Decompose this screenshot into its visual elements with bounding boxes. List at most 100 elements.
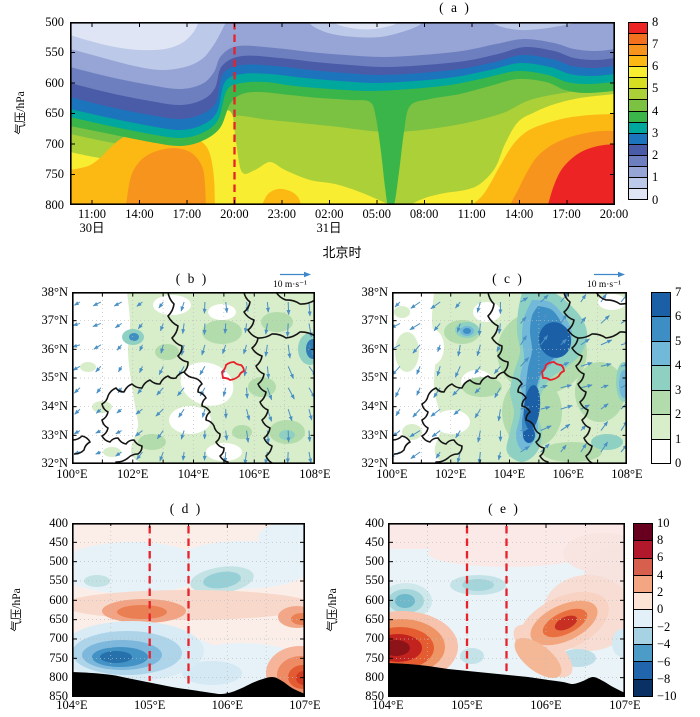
panel-c-colorbar-segment [652, 439, 670, 463]
panel-d-ytick-label: 450 [49, 534, 68, 549]
panel-e-colorbar-tick-label: 0 [657, 602, 664, 617]
panel-e-ylabel: 气压/hPa [327, 588, 339, 632]
panel-d-ytick-label: 600 [49, 592, 68, 607]
panel-d-ytick-label: 750 [49, 650, 68, 665]
panel-e-colorbar-segment [634, 662, 652, 680]
panel-c-colorbar-labels: 7 6 5 4 3 2 1 0 [675, 285, 695, 471]
panel-e-xaxis: 104°E 105°E 106°E 107°E [364, 699, 649, 712]
panel-c-colorbar-segment [652, 366, 670, 391]
panel-a-colorbar-labels: 8 7 6 5 4 3 2 1 0 [652, 15, 672, 207]
panel-e-colorbar-segment [634, 558, 652, 576]
panel-a-ytick-label: 800 [45, 197, 64, 212]
panel-a-colorbar-segment [629, 111, 647, 123]
panel-b-title: ( b ) [175, 271, 209, 286]
panel-c-xtick-label: 104°E [493, 467, 526, 481]
panel-a-colorbar-segment [629, 78, 647, 90]
panel-d-xtick-label: 107°E [289, 698, 321, 712]
panel-e-plot [388, 523, 625, 697]
panel-e-xtick-label: 107°E [609, 698, 641, 712]
panel-a-xaxis: 11:00 14:00 17:00 20:00 23:00 02:00 05:00 08:00… [72, 208, 634, 221]
panel-a-xtick-label: 11:00 [457, 207, 486, 221]
panel-a-colorbar-tick-label: 2 [652, 148, 659, 162]
panel-a-xtick-label: 20:00 [599, 207, 629, 221]
panel-e-colorbar-segment [634, 575, 652, 594]
panel-e-colorbar-tick-label: −10 [657, 689, 677, 704]
panel-e-colorbar-tick-label: 8 [657, 532, 664, 547]
panel-a-xtick-label: 08:00 [409, 207, 439, 221]
panel-b-xtick-label: 106°E [238, 467, 270, 481]
panel-e-colorbar-labels: 10 8 6 4 2 0 −2 −4 −6 −8 −10 [657, 516, 687, 704]
panel-e-colorbar-segment [634, 679, 652, 696]
panel-c-colorbar-segment [652, 415, 670, 440]
panel-a-ytick-label: 550 [45, 45, 64, 59]
panel-a-colorbar-segment [629, 177, 647, 189]
panel-e-ytick-label: 500 [365, 554, 384, 569]
panel-b-xtick-label: 100°E [56, 467, 88, 481]
panel-d-xtick-label: 104°E [56, 698, 88, 712]
panel-a-colorbar-segment [629, 100, 647, 112]
panel-a-colorbar [628, 22, 648, 200]
panel-c-ytick-label: 32°N [361, 456, 388, 471]
panel-c-ytick-label: 33°N [361, 427, 388, 442]
panel-a-colorbar-segment [629, 67, 647, 79]
panel-e-colorbar-segment [634, 593, 652, 611]
panel-e-xtick-label: 105°E [451, 698, 483, 712]
panel-c-vector-key-label: 10 m·s⁻¹ [587, 280, 621, 290]
panel-a-ylabel: 气压/hPa [15, 91, 27, 135]
panel-c-colorbar-tick-label: 2 [675, 407, 682, 422]
panel-c-colorbar-segment [652, 390, 670, 416]
panel-c-title: ( c ) [492, 271, 524, 286]
panel-b-vector-key-arrow-icon [280, 271, 311, 278]
panel-d-ytick-label: 400 [49, 515, 68, 530]
panel-e-colorbar-segment [634, 610, 652, 628]
panel-a-colorbar-tick-label: 5 [652, 81, 659, 96]
panel-e-ytick-label: 650 [365, 612, 384, 627]
panel-d-ytick-label: 850 [49, 689, 68, 704]
panel-a-colorbar-segment [629, 89, 647, 101]
panel-a-colorbar-segment [629, 188, 647, 199]
panel-c-ytick-label: 35°N [361, 370, 388, 385]
panel-a-xtick-label: 14:00 [504, 207, 534, 221]
panel-a-colorbar-tick-label: 6 [652, 59, 659, 73]
panel-b-yaxis: 38°N 37°N 36°N 35°N 34°N 33°N 32°N [28, 285, 68, 471]
panel-e-colorbar-tick-label: 6 [657, 550, 664, 565]
panel-c-yaxis: 38°N 37°N 36°N 35°N 34°N 33°N 32°N [348, 284, 388, 471]
panel-a-ytick-label: 600 [45, 75, 64, 90]
panel-d-yaxis: 400 450 500 550 600 650 700 750 800 850 [34, 515, 68, 704]
panel-d-xtick-label: 105°E [133, 698, 166, 712]
panel-e-colorbar-tick-label: −8 [657, 672, 671, 687]
panel-a-colorbar-tick-label: 4 [652, 103, 659, 118]
panel-a-colorbar-tick-label: 1 [652, 170, 659, 185]
panel-a-ytick-label: 650 [45, 106, 64, 120]
panel-c-colorbar-tick-label: 1 [675, 431, 682, 446]
panel-a-colorbar-segment [629, 155, 647, 167]
panel-b-ytick-label: 35°N [41, 370, 68, 385]
panel-a-colorbar-segment [629, 144, 647, 156]
panel-e-colorbar-tick-label: −6 [657, 654, 671, 669]
panel-d-title: ( d ) [169, 501, 203, 516]
panel-b-xtick-label: 108°E [299, 467, 331, 481]
panel-a-colorbar-segment [629, 45, 647, 57]
panel-e-ytick-label: 800 [365, 670, 384, 685]
panel-a-day-label-30: 30日 [79, 221, 105, 235]
panel-b-ytick-label: 32°N [41, 456, 68, 471]
panel-a-xlabel: 北京时 [322, 245, 362, 260]
panel-e-yaxis: 400 450 500 550 600 650 700 750 800 850 [350, 515, 384, 704]
panel-c-xtick-label: 106°E [552, 467, 584, 481]
panel-c-colorbar [651, 292, 671, 464]
panel-c-xtick-label: 100°E [376, 467, 408, 481]
panel-c-colorbar-segment [652, 317, 670, 342]
panel-a-day-label-31: 31日 [316, 221, 342, 235]
panel-c-plot [392, 292, 627, 464]
panel-a-colorbar-segment [629, 23, 647, 35]
panel-c-ytick-label: 34°N [361, 399, 388, 414]
panel-e-colorbar-tick-label: −4 [657, 637, 671, 652]
panel-a-xtick-label: 02:00 [315, 207, 344, 221]
panel-e-ytick-label: 450 [365, 534, 384, 549]
panel-e-ytick-label: 400 [365, 515, 384, 530]
panel-c-ytick-label: 38°N [361, 284, 388, 299]
panel-b-ytick-label: 36°N [41, 341, 68, 356]
panel-a-xtick-label: 17:00 [172, 207, 202, 221]
panel-c-ytick-label: 37°N [361, 313, 388, 328]
